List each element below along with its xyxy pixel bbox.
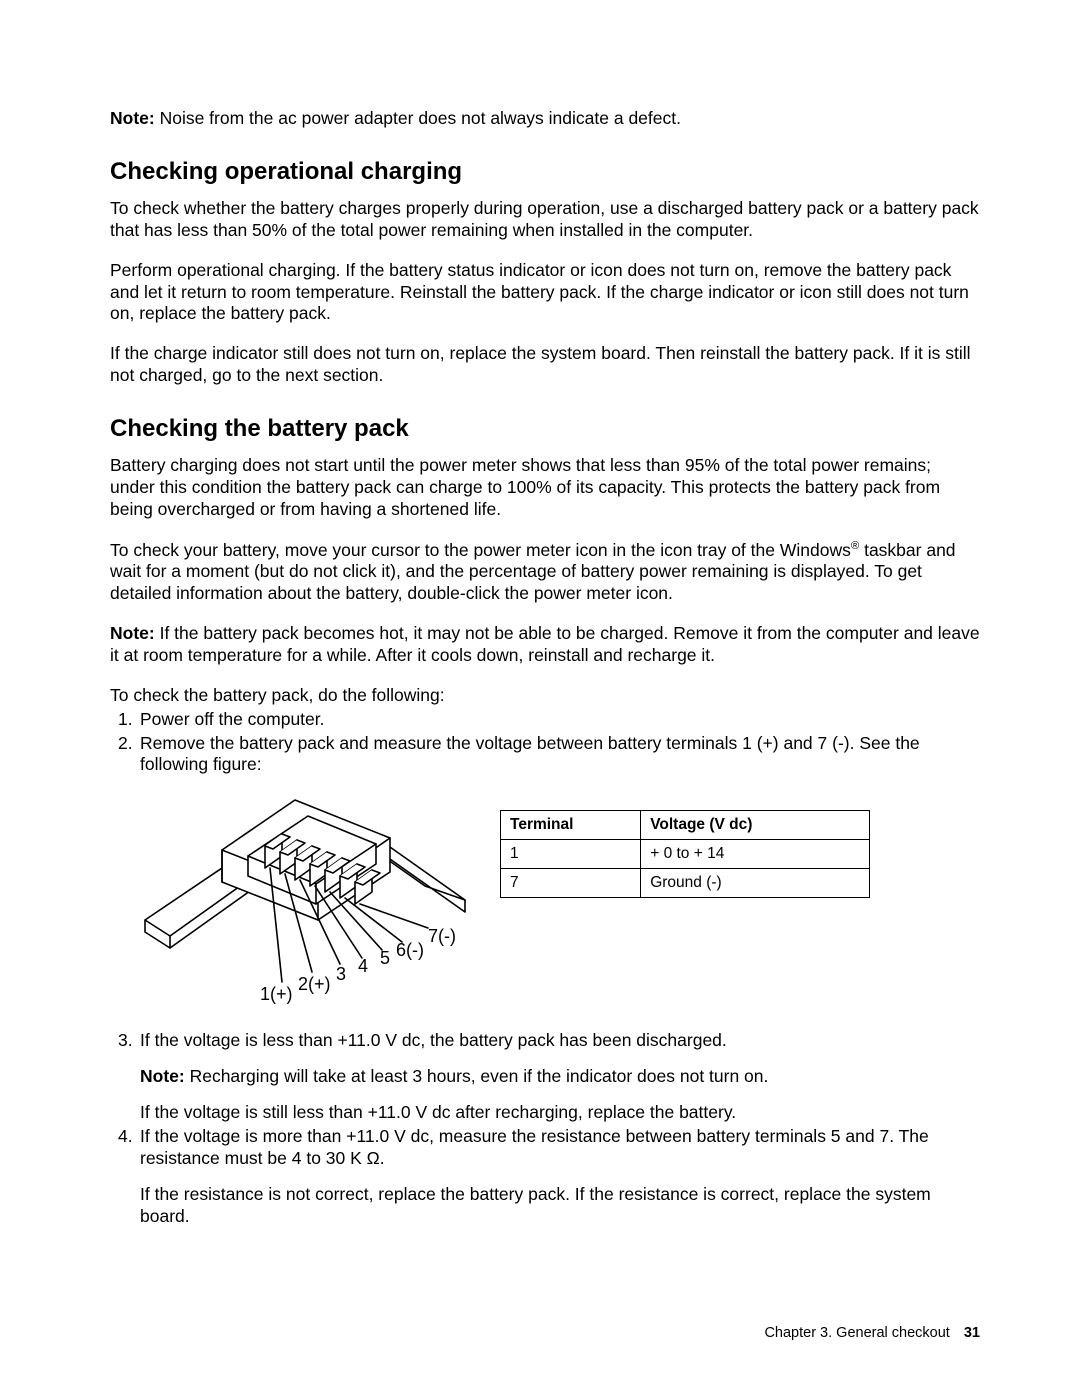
terminal-label-5: 5: [380, 948, 390, 968]
list-item: 4. If the voltage is more than +11.0 V d…: [110, 1126, 980, 1228]
list-item: 3. If the voltage is less than +11.0 V d…: [110, 1030, 980, 1124]
heading-battery-pack: Checking the battery pack: [110, 415, 980, 443]
table-row: 7 Ground (-): [501, 869, 870, 898]
terminal-voltage-table: Terminal Voltage (V dc) 1 + 0 to + 14 7 …: [500, 810, 870, 898]
table-cell: Ground (-): [641, 869, 870, 898]
connector-svg: 1(+) 2(+) 3 4 5 6(-) 7(-): [140, 790, 470, 1010]
table-header: Terminal: [501, 811, 641, 840]
paragraph: To check your battery, move your cursor …: [110, 539, 980, 605]
terminal-label-3: 3: [336, 964, 346, 984]
list-text: If the voltage is less than +11.0 V dc, …: [140, 1030, 980, 1052]
text-run: To check your battery, move your cursor …: [110, 539, 851, 559]
paragraph: To check the battery pack, do the follow…: [110, 685, 980, 707]
heading-operational-charging: Checking operational charging: [110, 158, 980, 186]
page-footer: Chapter 3. General checkout 31: [764, 1325, 980, 1341]
list-text: Power off the computer.: [140, 709, 980, 731]
table-cell: 1: [501, 840, 641, 869]
note-label: Note:: [110, 623, 155, 643]
note-text: Recharging will take at least 3 hours, e…: [185, 1066, 769, 1086]
footer-page-number: 31: [964, 1325, 980, 1341]
note-text: Noise from the ac power adapter does not…: [155, 108, 681, 128]
note-label: Note:: [110, 108, 155, 128]
paragraph: To check whether the battery charges pro…: [110, 198, 980, 242]
list-item: 2. Remove the battery pack and measure t…: [110, 733, 980, 777]
list-number: 1.: [118, 709, 133, 731]
footer-chapter: Chapter 3. General checkout: [764, 1325, 949, 1341]
terminal-label-2: 2(+): [298, 974, 331, 994]
list-subnote: Note: Recharging will take at least 3 ho…: [140, 1066, 980, 1088]
registered-symbol: ®: [851, 540, 859, 552]
note-paragraph: Note: If the battery pack becomes hot, i…: [110, 623, 980, 667]
table-row: 1 + 0 to + 14: [501, 840, 870, 869]
list-text: Remove the battery pack and measure the …: [140, 733, 980, 777]
note-text: If the battery pack becomes hot, it may …: [110, 623, 980, 665]
table-header-row: Terminal Voltage (V dc): [501, 811, 870, 840]
paragraph: Perform operational charging. If the bat…: [110, 260, 980, 326]
battery-connector-figure: 1(+) 2(+) 3 4 5 6(-) 7(-): [140, 790, 470, 1010]
table-cell: 7: [501, 869, 641, 898]
table-cell: + 0 to + 14: [641, 840, 870, 869]
list-number: 4.: [118, 1126, 133, 1148]
table-header: Voltage (V dc): [641, 811, 870, 840]
list-number: 3.: [118, 1030, 133, 1052]
list-text: If the voltage is more than +11.0 V dc, …: [140, 1126, 980, 1170]
list-text: If the voltage is still less than +11.0 …: [140, 1102, 980, 1124]
terminal-label-1: 1(+): [260, 984, 293, 1004]
document-page: Note: Noise from the ac power adapter do…: [0, 0, 1080, 1301]
list-number: 2.: [118, 733, 133, 755]
paragraph: If the charge indicator still does not t…: [110, 343, 980, 387]
note-label: Note:: [140, 1066, 185, 1086]
note-paragraph: Note: Noise from the ac power adapter do…: [110, 108, 980, 130]
figure-table-row: 1(+) 2(+) 3 4 5 6(-) 7(-) Terminal Volta…: [140, 790, 980, 1010]
paragraph: Battery charging does not start until th…: [110, 455, 980, 521]
terminal-label-6: 6(-): [396, 940, 424, 960]
terminal-label-7: 7(-): [428, 926, 456, 946]
terminal-table-wrapper: Terminal Voltage (V dc) 1 + 0 to + 14 7 …: [500, 790, 980, 898]
list-text: If the resistance is not correct, replac…: [140, 1184, 980, 1228]
list-item: 1. Power off the computer.: [110, 709, 980, 731]
terminal-label-4: 4: [358, 956, 368, 976]
